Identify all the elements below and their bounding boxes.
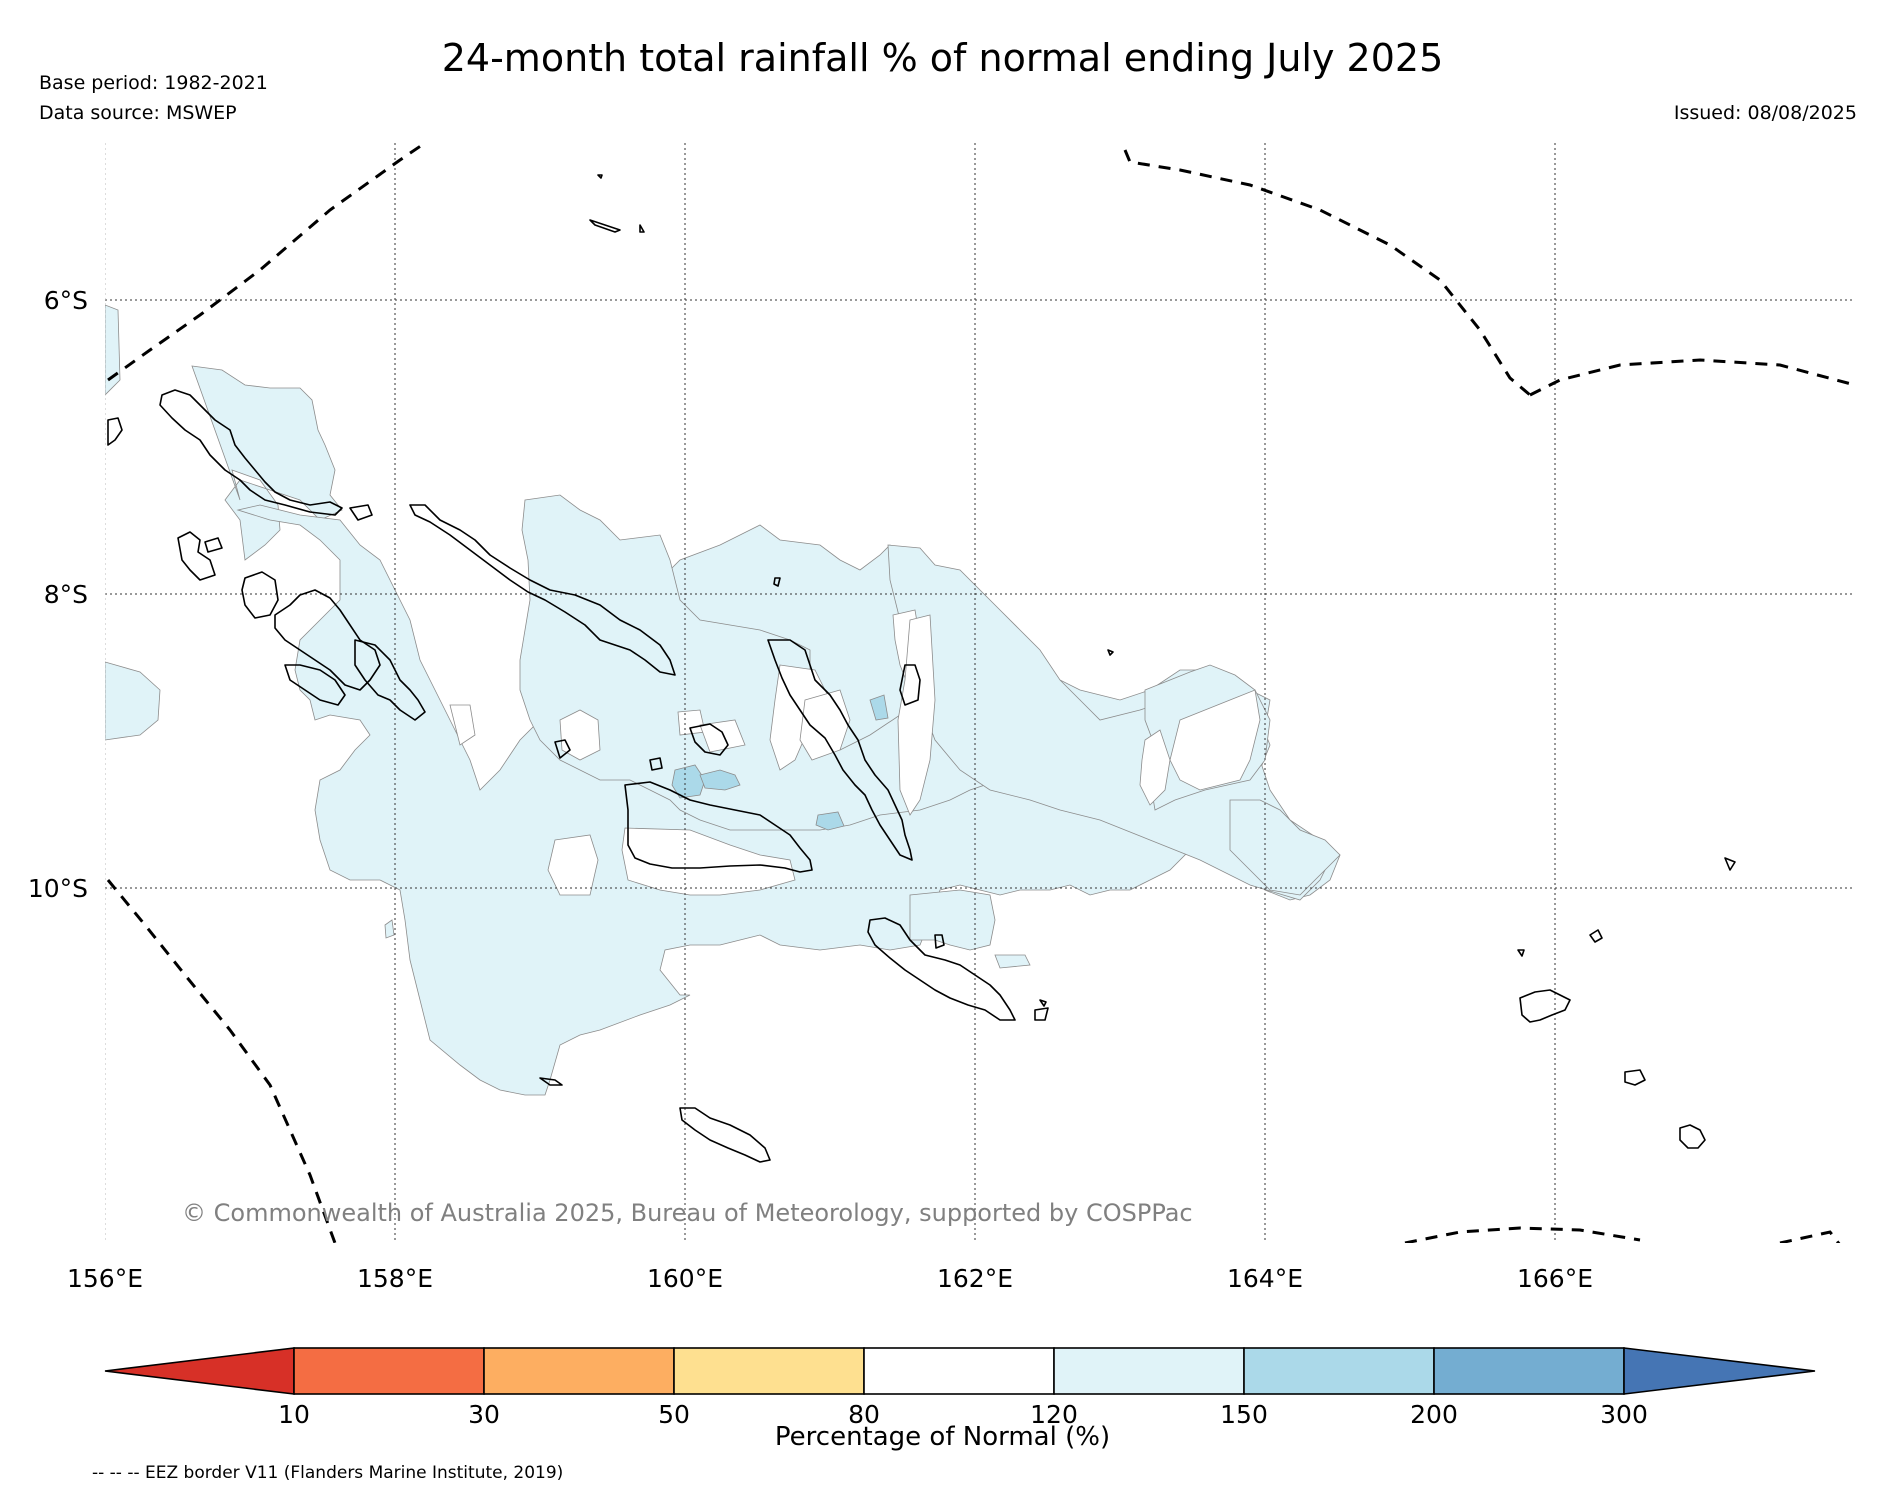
colorbar-extend-high [1623, 1347, 1816, 1395]
island-small-7 [649, 757, 663, 771]
colorbar [104, 1347, 1816, 1395]
copyright-notice: © Commonwealth of Australia 2025, Bureau… [182, 1199, 1193, 1227]
island-new-georgia [354, 639, 426, 721]
island-ulawa [1034, 1007, 1049, 1021]
gridlines [105, 143, 1855, 1243]
island-duff [1724, 857, 1736, 871]
island-small-10 [1039, 999, 1047, 1007]
colorbar-bin-120-150 [1053, 1347, 1245, 1395]
lon-label-162e: 162°E [936, 1264, 1013, 1293]
island-small-12 [349, 504, 373, 521]
coastlines [107, 174, 1736, 1163]
colorbar-bin-200-300 [1433, 1347, 1625, 1395]
eez-borders [106, 143, 1855, 1243]
lon-label-158e: 158°E [356, 1264, 433, 1293]
rainfall-shading-150-200 [671, 694, 889, 831]
lat-label-10s: 10°S [27, 874, 88, 903]
island-florida [689, 723, 729, 756]
island-shortland-group [177, 531, 216, 581]
island-small-9 [934, 934, 945, 949]
lon-label-160e: 160°E [646, 1264, 723, 1293]
colorbar-tick-10: 10 [278, 1400, 310, 1429]
data-source: Data source: MSWEP [39, 102, 237, 124]
colorbar-bin-50-80 [673, 1347, 865, 1395]
island-small-2 [589, 219, 621, 233]
colorbar-tick-150: 150 [1220, 1400, 1268, 1429]
island-small-5 [1107, 649, 1114, 656]
colorbar-bin-80-120 [863, 1347, 1055, 1395]
eez-legend-note: -- -- -- EEZ border V11 (Flanders Marine… [92, 1463, 564, 1483]
colorbar-bin-30-50 [483, 1347, 675, 1395]
island-small-4 [773, 577, 781, 587]
lat-label-8s: 8°S [43, 580, 88, 609]
rainfall-shading-120-150 [105, 304, 1341, 1096]
island-utupua [1679, 1124, 1706, 1149]
colorbar-tick-300: 300 [1600, 1400, 1648, 1429]
island-vella-lavella [241, 571, 279, 619]
island-malaita [899, 664, 921, 706]
colorbar-tick-50: 50 [658, 1400, 690, 1429]
colorbar-extend-low [104, 1347, 295, 1395]
island-makira [867, 917, 1016, 1021]
island-small-1 [597, 174, 603, 179]
colorbar-bin-10-30 [293, 1347, 485, 1395]
colorbar-bin-150-200 [1243, 1347, 1435, 1395]
island-santa-isabel [767, 639, 913, 861]
issued-date: Issued: 08/08/2025 [1673, 102, 1857, 124]
island-buka [107, 417, 123, 446]
colorbar-tick-30: 30 [468, 1400, 500, 1429]
colorbar-tick-200: 200 [1410, 1400, 1458, 1429]
colorbar-label: Percentage of Normal (%) [774, 1422, 1111, 1452]
map-area [105, 143, 1855, 1243]
island-santa-cruz [1519, 989, 1571, 1023]
island-small-8 [539, 1077, 563, 1086]
map-title: 24-month total rainfall % of normal endi… [441, 36, 1444, 80]
lon-label-164e: 164°E [1226, 1264, 1303, 1293]
island-small-11 [554, 739, 571, 759]
island-small-3 [639, 224, 645, 233]
island-rendova [284, 664, 346, 706]
colorbar-tick-120: 120 [1030, 1400, 1078, 1429]
island-kolombangara [274, 589, 381, 691]
island-small-6 [1517, 949, 1525, 957]
lat-label-6s: 6°S [43, 286, 88, 315]
island-rennell [679, 1107, 771, 1163]
colorbar-tick-80: 80 [848, 1400, 880, 1429]
island-small-13 [204, 537, 223, 553]
lon-label-166e: 166°E [1516, 1264, 1593, 1293]
island-bougainville [159, 389, 343, 516]
lon-label-156e: 156°E [66, 1264, 143, 1293]
island-reef-islands [1589, 929, 1603, 943]
base-period: Base period: 1982-2021 [39, 72, 268, 94]
island-guadalcanal [624, 781, 813, 873]
island-choiseul [409, 504, 676, 676]
island-vanikoro [1624, 1069, 1646, 1086]
